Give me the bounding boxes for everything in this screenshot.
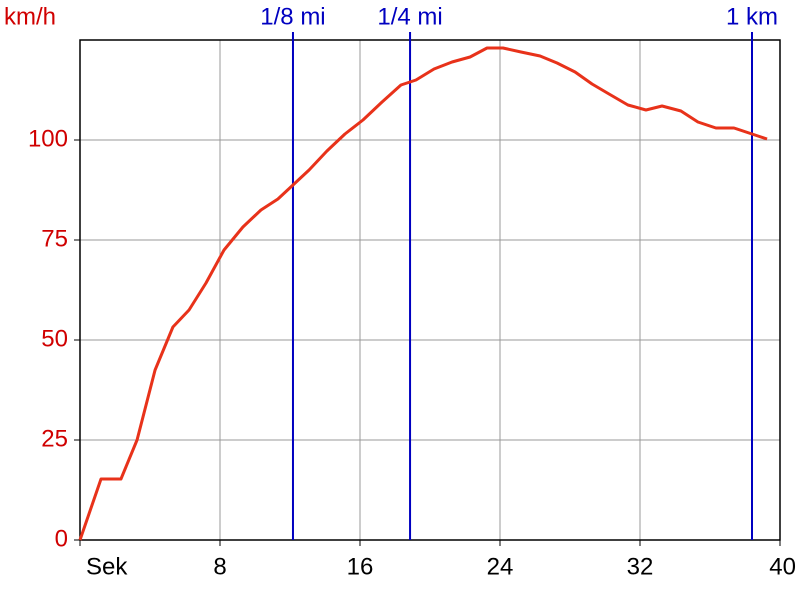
x-tick-label: 16 bbox=[347, 553, 374, 580]
marker-label: 1 km bbox=[726, 3, 778, 30]
marker-label: 1/4 mi bbox=[377, 3, 442, 30]
y-tick-label: 100 bbox=[28, 125, 68, 152]
y-tick-label: 0 bbox=[55, 525, 68, 552]
x-tick-label: 32 bbox=[627, 553, 654, 580]
plot-frame bbox=[79, 39, 781, 541]
y-tick-label: 50 bbox=[41, 325, 68, 352]
x-tick-label: 8 bbox=[213, 553, 226, 580]
y-tick-label: 25 bbox=[41, 425, 68, 452]
x-tick-label: 40 bbox=[769, 553, 796, 580]
y-tick-label: 75 bbox=[41, 225, 68, 252]
marker-label: 1/8 mi bbox=[260, 3, 325, 30]
x-tick-label: Sek bbox=[86, 553, 128, 580]
x-tick-label: 24 bbox=[487, 553, 514, 580]
y-axis-label: km/h bbox=[4, 3, 56, 30]
data-line bbox=[78, 46, 768, 541]
